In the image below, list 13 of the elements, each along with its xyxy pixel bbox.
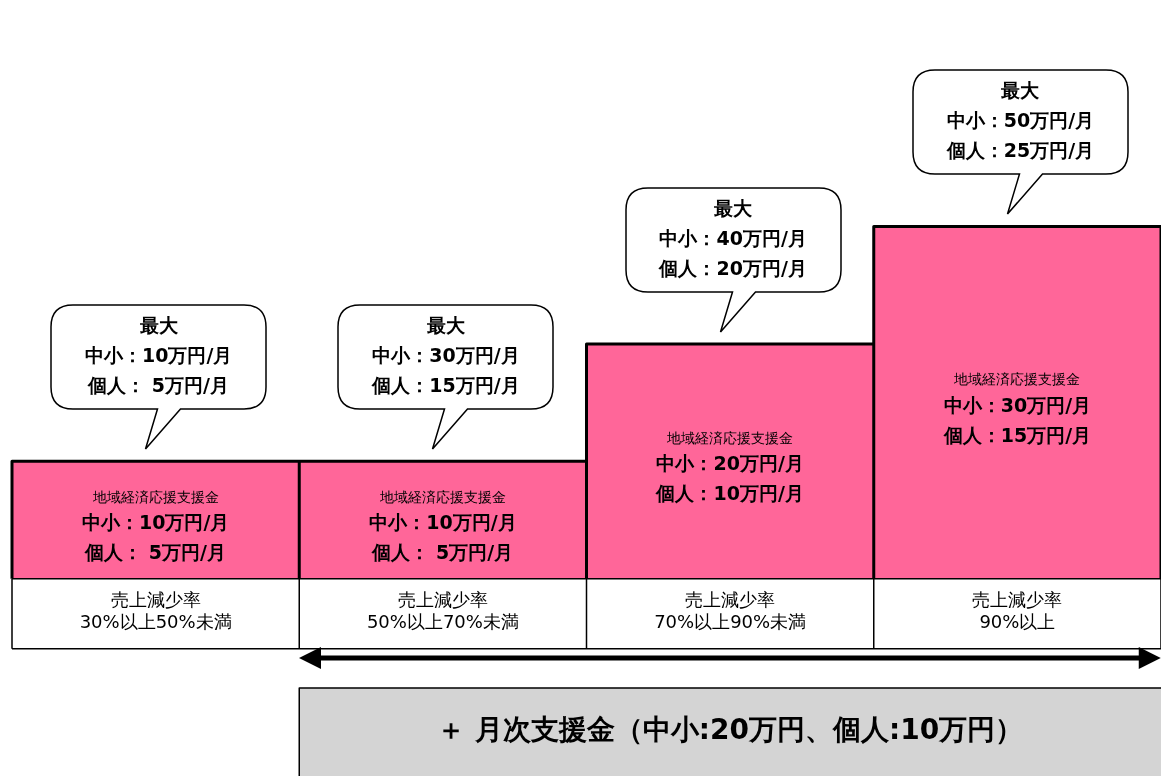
data-label: 地域経済応援支援金中小：20万円/月個人：10万円/月 xyxy=(655,429,804,505)
data-label: 地域経済応援支援金中小：10万円/月個人： 5万円/月 xyxy=(369,488,517,564)
data-label: 地域経済応援支援金中小：30万円/月個人：15万円/月 xyxy=(942,371,1092,446)
data-label: 地域経済応援支援金中小：10万円/月個人： 5万円/月 xyxy=(81,488,230,564)
annotation: 最大中小：10万円/月個人： 5万円/月 xyxy=(84,314,233,397)
annotation: 最大中小：30万円/月個人：15万円/月 xyxy=(371,314,520,397)
annotation: 最大中小：40万円/月個人：20万円/月 xyxy=(658,196,807,279)
x-tick-label: 売上減少率 70%以上90%未満 xyxy=(654,589,807,632)
x-tick-label: 売上減少率 30%以上50%未満 xyxy=(79,589,232,632)
text: 最大中小：50万円/月個人：25万円/月 xyxy=(945,79,1095,162)
x-tick-label: 売上減少率 90%以上 xyxy=(972,589,1063,632)
x-tick-label: 売上減少率 50%以上70%未満 xyxy=(366,589,519,632)
text: ＋ 月次支援金（中小:20万円、個人:10万円） xyxy=(437,713,1024,747)
